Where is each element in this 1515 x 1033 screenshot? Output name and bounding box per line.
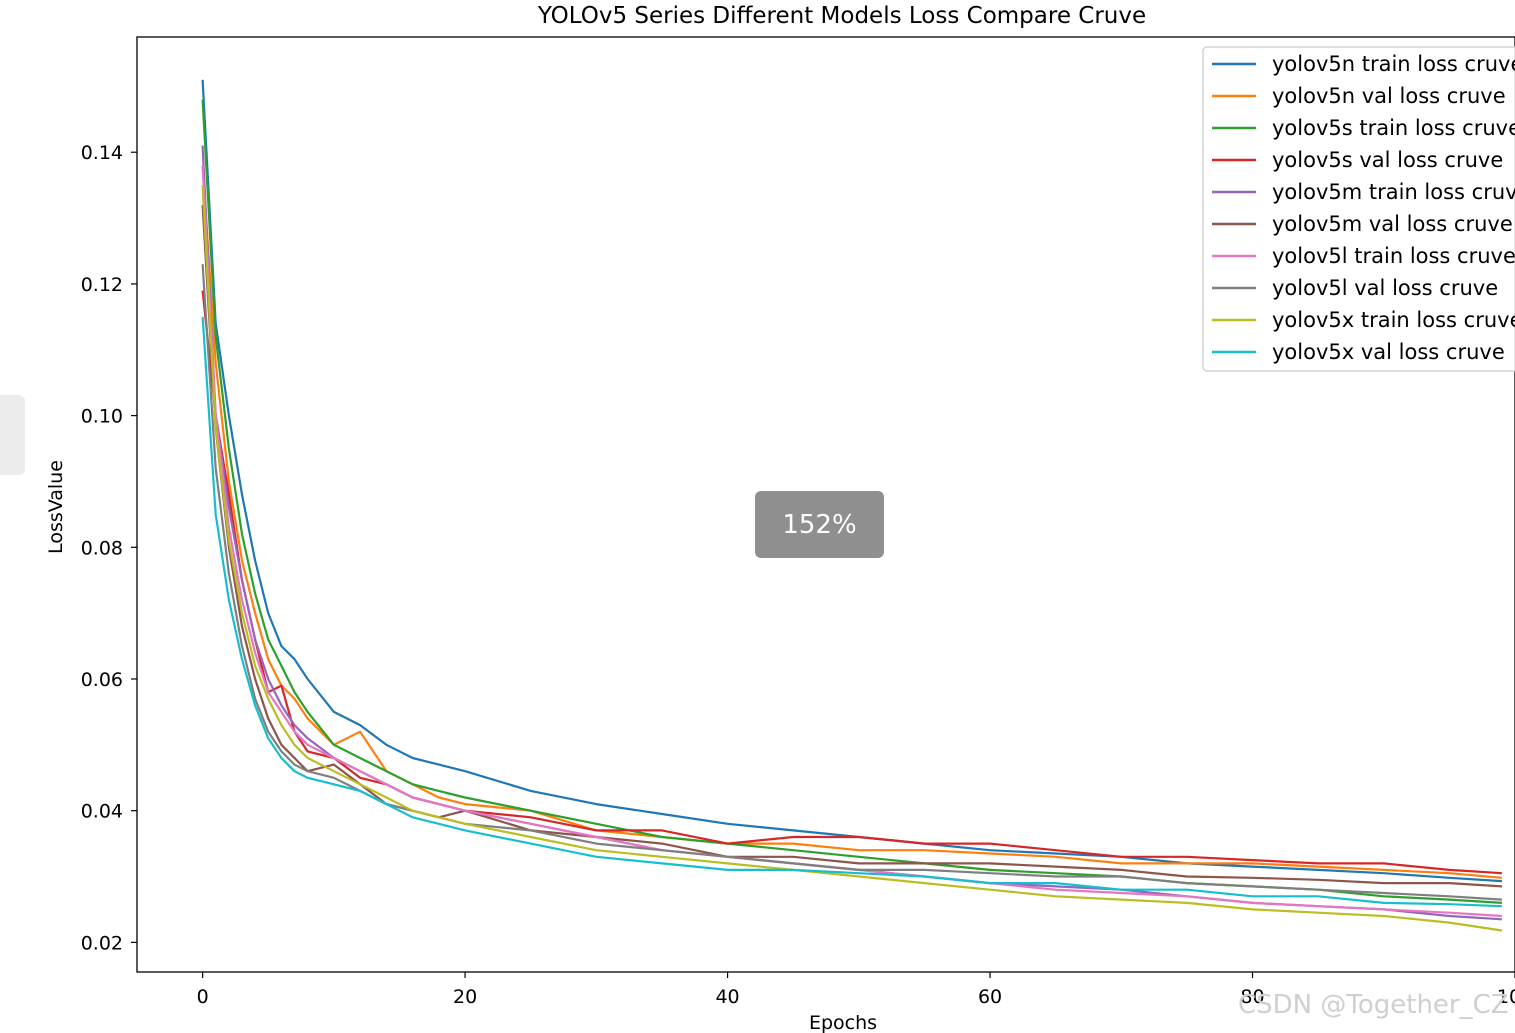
x-axis: 0 20 40 60 80 100 <box>197 972 1515 1008</box>
y-tick-label: 0.04 <box>81 801 123 823</box>
series-line-6 <box>201 165 1502 918</box>
legend-frame <box>1202 46 1515 372</box>
legend-entry: yolov5n train loss cruve <box>1272 52 1515 76</box>
x-tick-label: 60 <box>978 986 1002 1008</box>
legend-entry: yolov5l train loss cruve <box>1272 244 1515 268</box>
series-layer <box>201 79 1503 932</box>
legend-entry: yolov5m val loss cruve <box>1272 212 1513 236</box>
x-tick-label: 80 <box>1240 986 1264 1008</box>
x-axis-label: Epochs <box>809 1012 877 1033</box>
y-tick-label: 0.14 <box>81 142 123 164</box>
legend-entry: yolov5s train loss cruve <box>1272 116 1515 140</box>
side-panel-tab[interactable] <box>0 395 25 475</box>
legend-entry: yolov5n val loss cruve <box>1272 84 1506 108</box>
x-tick-label: 20 <box>453 986 477 1008</box>
legend: yolov5n train loss cruve yolov5n val loss… <box>1202 46 1515 372</box>
y-axis: 0.02 0.04 0.06 0.08 0.10 0.12 0.14 <box>81 142 137 954</box>
series-line-7 <box>201 264 1502 901</box>
series-line-8 <box>201 185 1503 932</box>
x-tick-label: 40 <box>715 986 739 1008</box>
legend-entry: yolov5s val loss cruve <box>1272 148 1503 172</box>
chart-title: YOLOv5 Series Different Models Loss Comp… <box>537 3 1146 29</box>
y-tick-label: 0.12 <box>81 274 123 296</box>
legend-entry: yolov5l val loss cruve <box>1272 276 1498 300</box>
series-line-3 <box>201 290 1502 875</box>
y-tick-label: 0.08 <box>81 537 123 559</box>
series-line-9 <box>201 316 1502 908</box>
plot-frame <box>136 36 1515 973</box>
y-tick-label: 0.02 <box>81 932 123 954</box>
y-axis-label: LossValue <box>45 460 67 554</box>
legend-entry: yolov5m train loss cruve <box>1272 180 1515 204</box>
zoom-level-badge: 152% <box>755 491 884 558</box>
watermark: CSDN @Together_CZ <box>1238 990 1509 1020</box>
legend-entry: yolov5x train loss cruve <box>1272 308 1515 332</box>
y-tick-label: 0.10 <box>81 406 123 428</box>
x-tick-label: 0 <box>197 986 209 1008</box>
y-tick-label: 0.06 <box>81 669 123 691</box>
legend-entry: yolov5x val loss cruve <box>1272 340 1505 364</box>
x-tick-label: 100 <box>1497 986 1515 1008</box>
